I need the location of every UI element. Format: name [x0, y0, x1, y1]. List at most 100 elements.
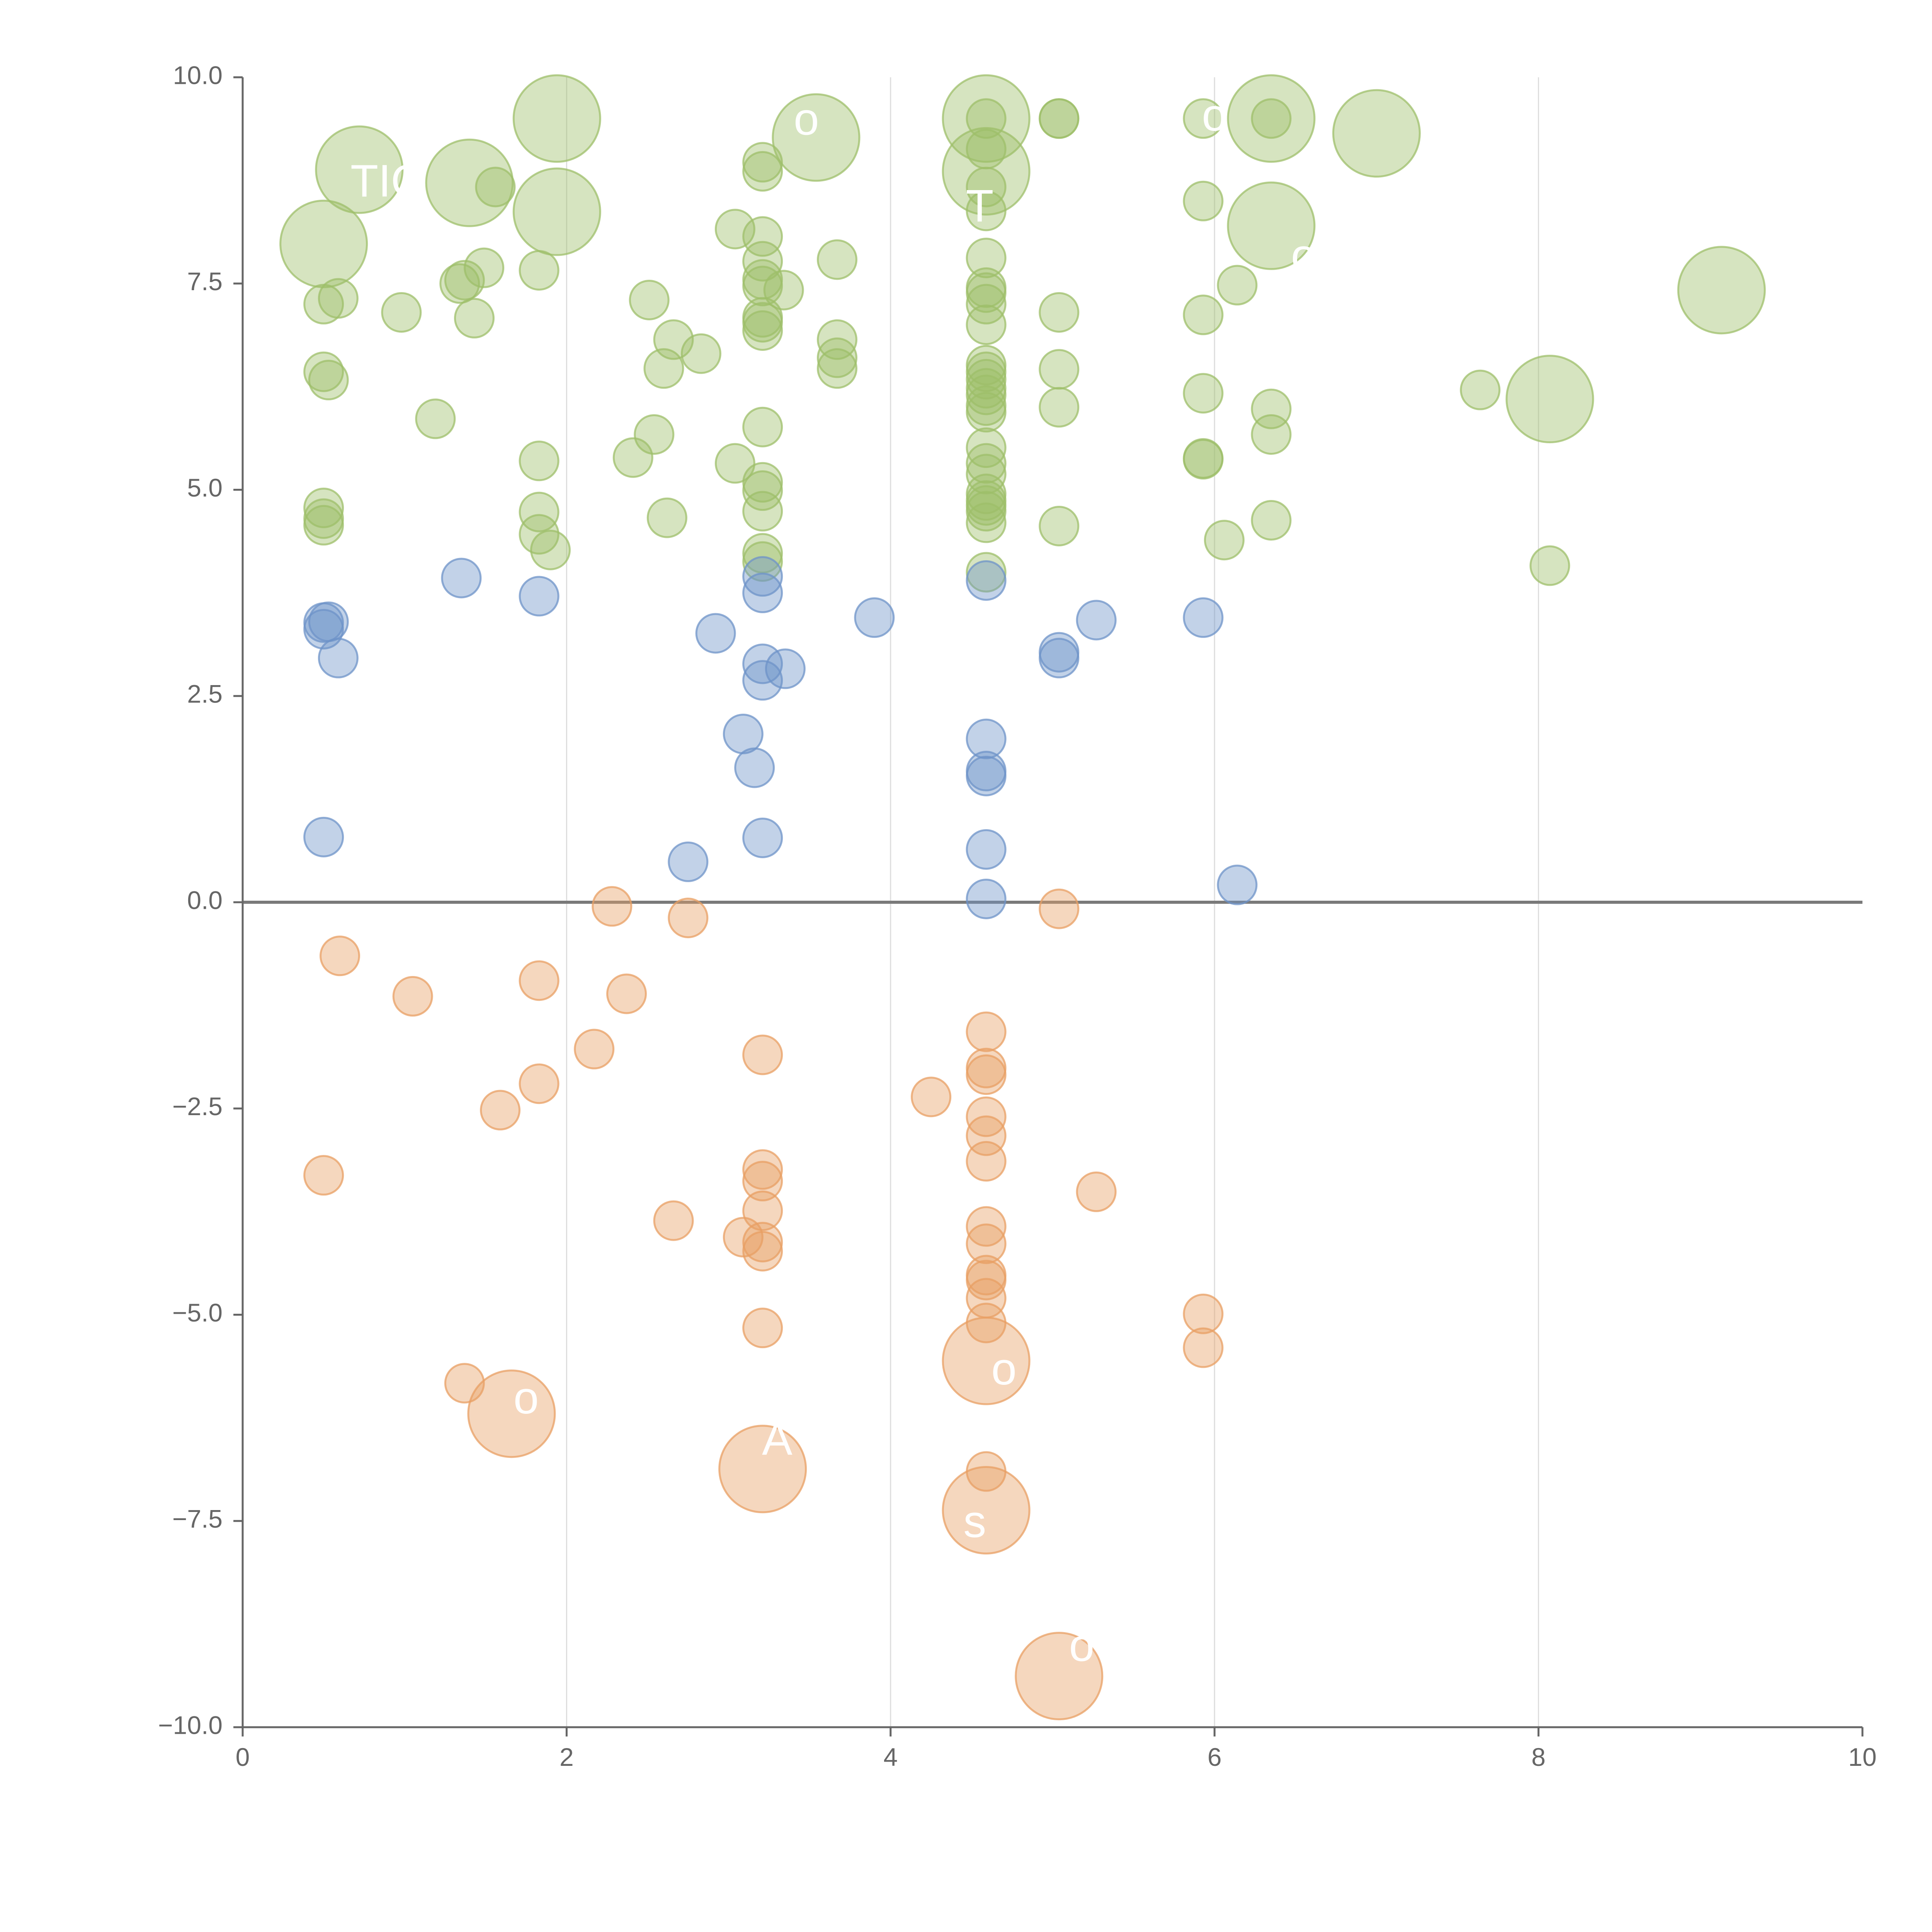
point-high-34 [680, 333, 721, 374]
point-mid-28 [1217, 864, 1258, 905]
point-high-56 [742, 541, 783, 582]
point-high-85 [966, 552, 1007, 593]
point-low-16 [742, 1222, 783, 1263]
point-high-103 [1251, 500, 1292, 541]
point-mid-18 [966, 560, 1007, 601]
annotation-label-2: o [794, 94, 819, 145]
point-high-35 [643, 348, 684, 389]
point-high-60 [816, 348, 857, 389]
point-low-40 [942, 1316, 1031, 1405]
y-tick-label-4: 0.0 [187, 886, 223, 914]
point-high-102 [1251, 414, 1292, 455]
point-high-53 [742, 470, 783, 511]
x-tick-label-5: 10 [1848, 1743, 1876, 1771]
annotation-label-9: o [1069, 1620, 1095, 1671]
data-points [279, 74, 1766, 1721]
point-high-23 [308, 360, 349, 401]
point-high-14 [318, 278, 359, 319]
point-mid-25 [1039, 638, 1080, 679]
annotation-label-8: s [963, 1496, 986, 1547]
point-mid-27 [1183, 597, 1224, 638]
point-low-4 [606, 973, 647, 1014]
point-high-68 [966, 284, 1007, 325]
point-low-8 [480, 1090, 521, 1131]
point-mid-8 [695, 613, 736, 654]
point-mid-19 [966, 718, 1007, 759]
point-high-12 [1505, 355, 1594, 444]
point-mid-15 [742, 817, 783, 858]
annotation-label-1: T [966, 180, 993, 231]
y-tick-label-3: −2.5 [172, 1092, 223, 1121]
point-high-76 [966, 392, 1007, 433]
point-low-19 [911, 1077, 952, 1117]
point-low-17 [742, 1231, 783, 1272]
point-high-59 [816, 337, 857, 378]
point-high-91 [1039, 505, 1080, 546]
point-high-3 [512, 74, 601, 163]
point-low-29 [966, 1260, 1007, 1301]
y-tick-label-0: −10.0 [158, 1711, 223, 1739]
point-high-99 [1217, 265, 1258, 306]
point-high-17 [444, 260, 485, 301]
point-high-5 [772, 93, 861, 182]
point-high-8 [1227, 74, 1316, 163]
point-low-1 [392, 976, 433, 1017]
point-low-20 [966, 1011, 1007, 1052]
point-high-15 [381, 292, 422, 333]
point-high-18 [464, 247, 505, 288]
point-low-6 [574, 1029, 615, 1070]
point-high-6 [942, 74, 1031, 163]
annotation-label-5: o [514, 1372, 539, 1423]
point-low-36 [1183, 1327, 1224, 1368]
point-high-69 [966, 304, 1007, 345]
point-mid-23 [966, 878, 1007, 919]
point-high-37 [612, 437, 653, 478]
point-high-9 [1227, 181, 1316, 270]
point-high-104 [1460, 369, 1501, 410]
axes: 0 2 4 6 8 10 −10.0 −7.5 −5.0 −2.5 0.0 2.5 5.0 7.5 10.0 [158, 61, 1877, 1771]
point-high-90 [1039, 387, 1080, 428]
series-low [303, 886, 1224, 1721]
point-mid-21 [966, 755, 1007, 796]
point-low-42 [1015, 1632, 1104, 1721]
point-high-98 [1204, 520, 1245, 561]
point-high-49 [742, 310, 783, 351]
point-low-9 [303, 1155, 344, 1196]
point-high-21 [519, 250, 560, 291]
point-high-26 [303, 487, 344, 528]
point-high-39 [714, 209, 755, 250]
point-low-5 [668, 898, 709, 939]
point-high-20 [475, 167, 516, 207]
point-annotations: TIO To o o o o As o [350, 90, 1316, 1671]
point-high-41 [742, 142, 783, 183]
point-low-35 [1183, 1293, 1224, 1334]
point-high-29 [519, 492, 560, 532]
point-high-11 [1677, 246, 1766, 335]
point-high-94 [1183, 294, 1224, 335]
annotation-label-7: A [762, 1414, 793, 1465]
point-high-38 [646, 497, 687, 538]
point-high-19 [454, 298, 495, 338]
point-high-63 [966, 167, 1007, 207]
y-tick-label-2: −5.0 [172, 1298, 223, 1327]
point-high-54 [742, 491, 783, 532]
point-mid-6 [519, 576, 560, 617]
point-high-32 [629, 279, 670, 320]
point-low-26 [966, 1206, 1007, 1247]
point-high-87 [1039, 98, 1080, 139]
point-mid-11 [742, 556, 783, 597]
point-mid-9 [723, 713, 764, 754]
point-mid-14 [742, 660, 783, 701]
annotation-label-3: o [1291, 230, 1316, 281]
point-low-33 [1039, 888, 1080, 929]
point-low-12 [742, 1149, 783, 1190]
point-high-65 [966, 238, 1007, 279]
point-low-10 [653, 1200, 694, 1241]
point-low-11 [742, 1034, 783, 1075]
x-tick-label-0: 0 [236, 1743, 250, 1771]
point-high-10 [1332, 89, 1421, 178]
point-high-25 [519, 440, 560, 481]
point-high-67 [966, 272, 1007, 313]
point-low-38 [467, 1369, 556, 1458]
